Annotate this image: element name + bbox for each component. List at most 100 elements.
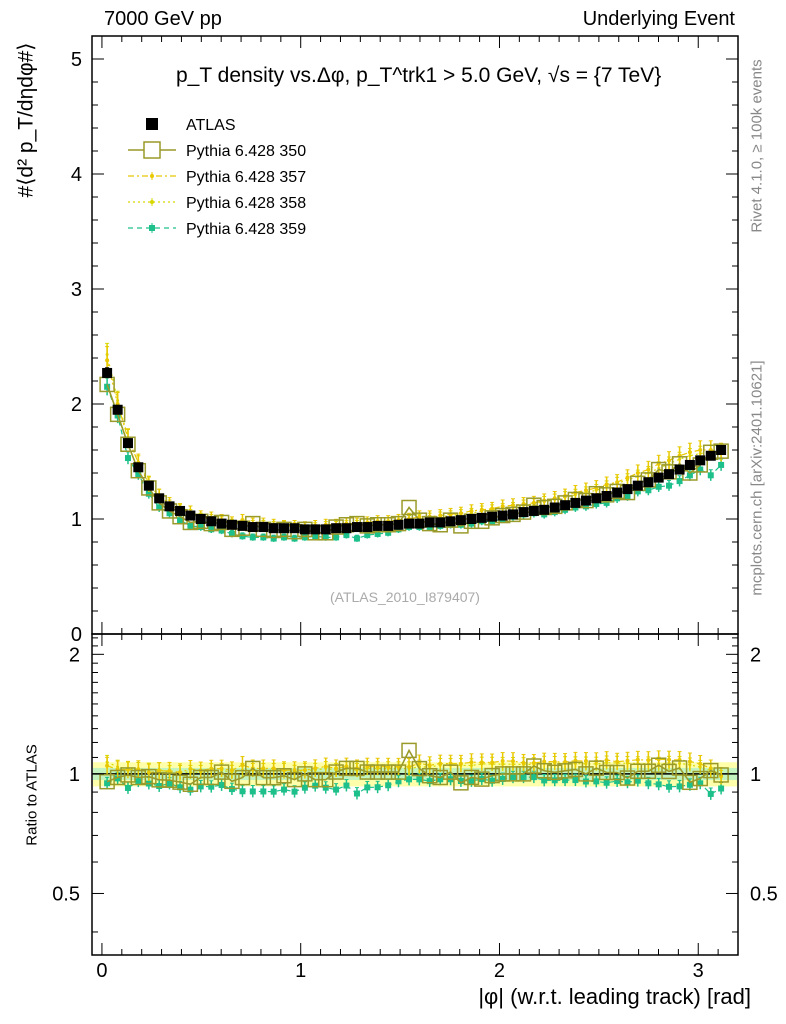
ratio-point <box>229 768 234 773</box>
data-point <box>580 495 591 506</box>
x-tick-label: 1 <box>295 960 306 982</box>
data-point <box>455 515 466 526</box>
ratio-point <box>187 786 194 793</box>
data-point <box>687 450 692 455</box>
ratio-point <box>557 763 573 779</box>
data-point <box>362 522 373 533</box>
ratio-point <box>572 777 579 784</box>
ratio-point <box>349 760 365 777</box>
legend-label: Pythia 6.428 358 <box>186 195 306 212</box>
ratio-point <box>157 768 162 773</box>
data-point <box>260 534 267 541</box>
data-point <box>166 510 173 517</box>
ratio-point <box>542 759 547 764</box>
ratio-point <box>313 766 318 771</box>
ratio-point <box>614 778 621 785</box>
header-right: Underlying Event <box>582 8 735 30</box>
ratio-point <box>546 764 563 781</box>
legend-item: Pythia 6.428 350 <box>128 141 306 160</box>
ratio-point <box>104 780 111 787</box>
data-point <box>458 511 463 516</box>
ratio-point <box>661 763 677 780</box>
axes-layer: 0 1 2 3 0 1 2 3 4 5 0.5 0.5 1 1 2 2 <box>52 35 778 982</box>
legend-item: ATLAS <box>146 117 236 134</box>
ratio-point <box>530 774 537 781</box>
data-point <box>401 499 417 516</box>
data-point <box>497 510 508 521</box>
ratio-point <box>333 786 340 793</box>
data-point <box>102 367 113 378</box>
ratio-point <box>166 780 173 787</box>
ratio-point <box>667 757 672 762</box>
data-point <box>270 535 277 542</box>
legend: ATLAS Pythia 6.428 350 Pythia 6.428 357 Pyt… <box>128 117 306 238</box>
data-point <box>622 484 633 495</box>
mcplots-label: mcplots.cern.ch [arXiv:2401.10621] <box>748 360 766 596</box>
legend-item: Pythia 6.428 358 <box>128 195 306 212</box>
data-point <box>549 502 560 513</box>
data-point <box>625 475 630 480</box>
ratio-point <box>646 758 651 763</box>
data-point <box>320 524 331 535</box>
data-point <box>175 505 186 516</box>
legend-marker <box>143 141 161 159</box>
x-tick-label: 0 <box>96 960 107 982</box>
ratio-point <box>297 766 313 782</box>
data-point <box>490 506 495 511</box>
data-point <box>187 522 194 529</box>
ratio-point <box>490 760 495 765</box>
ratio-plot-frame <box>91 633 739 956</box>
ratio-point <box>156 783 163 790</box>
data-point <box>624 493 631 499</box>
data-point <box>289 523 300 534</box>
data-point <box>664 469 675 480</box>
ratio-point <box>135 778 142 785</box>
data-point <box>143 480 154 491</box>
ratio-point <box>209 766 214 771</box>
ratio-point <box>655 781 662 788</box>
ratio-point <box>468 777 475 784</box>
ratio-point <box>260 788 267 795</box>
ratio-point <box>437 776 444 783</box>
data-point <box>385 529 392 536</box>
ratio-point <box>245 760 261 777</box>
y-tick-label: 4 <box>71 164 82 186</box>
ratio-point <box>234 769 251 786</box>
ratio-point <box>192 769 209 786</box>
data-point <box>500 504 505 509</box>
ratio-point <box>453 775 469 791</box>
ratio-point <box>353 790 360 797</box>
legend-marker <box>146 118 158 130</box>
data-point <box>374 530 381 537</box>
series-pythia-6-428-358 <box>105 342 724 784</box>
data-point <box>653 472 664 483</box>
data-point <box>686 472 693 479</box>
data-point <box>312 533 319 540</box>
ratio-point <box>120 767 136 783</box>
series-atlas <box>102 367 727 535</box>
ratio-point <box>286 771 303 788</box>
ratio-point <box>552 759 557 764</box>
data-point <box>479 507 484 512</box>
data-point <box>435 517 446 528</box>
ratio-point <box>270 788 277 795</box>
ratio-point <box>650 757 667 773</box>
data-point <box>438 513 443 518</box>
ratio-point <box>109 769 126 786</box>
ratio-point <box>682 774 698 791</box>
ratio-point <box>692 770 708 787</box>
data-point <box>228 530 235 537</box>
legend-label: Pythia 6.428 350 <box>186 143 306 160</box>
data-point <box>593 501 600 508</box>
data-point <box>281 534 288 541</box>
ratio-point <box>505 766 521 782</box>
data-point <box>301 534 308 541</box>
ratio-tick-label-right: 2 <box>750 644 761 666</box>
ratio-axis-label: Ratio to ATLAS <box>23 744 41 846</box>
ratio-point <box>687 759 692 764</box>
ratio-point <box>265 769 282 786</box>
data-point <box>716 445 727 455</box>
data-point <box>560 500 571 511</box>
ratio-point <box>598 764 615 781</box>
